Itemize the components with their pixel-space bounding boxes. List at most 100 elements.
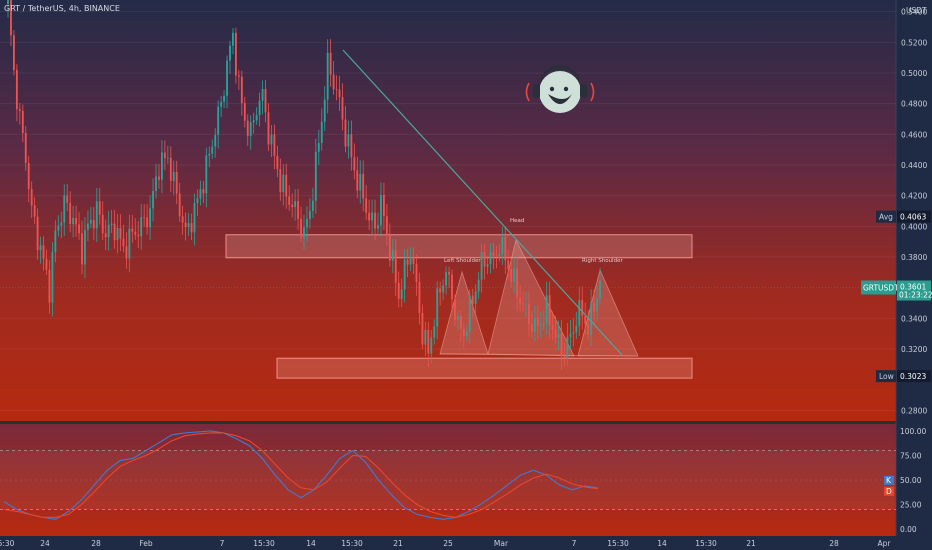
candle[interactable] [397,271,400,308]
candle[interactable] [143,204,146,227]
candle[interactable] [243,96,246,128]
candle[interactable] [383,182,385,230]
candle[interactable] [294,189,297,221]
candle[interactable] [66,184,69,212]
candle[interactable] [451,269,453,312]
candle[interactable] [300,206,302,243]
candle[interactable] [119,214,122,251]
candle[interactable] [107,211,110,251]
candle[interactable] [128,214,131,273]
candle[interactable] [199,180,202,206]
candle[interactable] [575,312,578,339]
candle[interactable] [599,268,601,305]
candle[interactable] [545,281,548,335]
candle[interactable] [332,61,335,95]
candle[interactable] [448,266,450,289]
candle[interactable] [415,254,418,296]
candle[interactable] [323,86,326,131]
monkey-headphones-logo-icon[interactable] [525,65,595,113]
candle[interactable] [155,163,157,199]
candle[interactable] [69,191,72,233]
candle[interactable] [356,156,359,199]
candle[interactable] [320,108,323,151]
candle[interactable] [486,255,489,275]
candle[interactable] [418,272,421,325]
candle[interactable] [442,279,445,301]
candle[interactable] [309,198,311,229]
candle[interactable] [122,224,125,253]
candle[interactable] [291,193,294,218]
candle[interactable] [459,310,462,343]
candle[interactable] [110,209,113,233]
candle[interactable] [329,39,332,87]
candle[interactable] [267,103,270,152]
candle[interactable] [557,320,560,351]
candle[interactable] [563,342,566,367]
candle[interactable] [516,256,519,312]
candle[interactable] [137,221,140,249]
candle[interactable] [297,189,299,230]
candle[interactable] [560,320,563,370]
support-zone[interactable] [276,357,693,379]
candle[interactable] [63,184,66,236]
candle[interactable] [471,288,474,318]
candle[interactable] [92,206,95,240]
candle[interactable] [477,272,480,299]
candle[interactable] [255,107,258,125]
candle[interactable] [377,212,379,234]
candle[interactable] [347,120,350,159]
candle[interactable] [385,204,388,246]
candle[interactable] [430,330,433,364]
candle[interactable] [36,208,39,260]
candle[interactable] [400,278,403,308]
candle[interactable] [548,281,551,339]
candle[interactable] [33,197,36,224]
candle[interactable] [368,199,371,230]
candle[interactable] [81,220,83,275]
candle[interactable] [279,158,282,201]
neckline[interactable] [439,353,639,357]
candle[interactable] [101,201,104,240]
candle[interactable] [445,266,447,295]
candle[interactable] [87,210,89,242]
candle[interactable] [501,226,504,265]
candle[interactable] [338,75,341,111]
candle[interactable] [566,322,569,367]
candle[interactable] [220,95,223,118]
candle[interactable] [531,311,533,339]
candle[interactable] [578,286,581,336]
candle[interactable] [237,69,240,90]
candle[interactable] [554,315,557,344]
candle[interactable] [229,40,231,75]
candle[interactable] [587,310,590,340]
candle[interactable] [181,205,184,235]
candle[interactable] [427,322,430,368]
candle[interactable] [261,80,264,115]
candle[interactable] [498,244,501,262]
candle[interactable] [7,0,9,18]
candle[interactable] [211,139,214,159]
candle[interactable] [457,311,459,331]
candle[interactable] [89,206,92,229]
candle[interactable] [131,214,134,243]
candle[interactable] [409,247,412,272]
candle[interactable] [533,304,536,342]
candle[interactable] [495,245,498,269]
candle[interactable] [208,146,211,168]
candle[interactable] [187,213,190,237]
candle[interactable] [30,181,33,219]
candle[interactable] [454,294,456,327]
candle[interactable] [264,80,267,123]
candle[interactable] [539,311,542,338]
candle[interactable] [519,285,521,313]
candle[interactable] [140,203,143,250]
candle[interactable] [584,302,587,336]
candle[interactable] [341,83,344,131]
candle[interactable] [98,187,101,225]
candle[interactable] [232,28,234,55]
candle[interactable] [362,160,365,212]
candle[interactable] [350,120,353,171]
candle[interactable] [492,243,495,270]
candle[interactable] [303,214,305,250]
candle[interactable] [205,147,208,208]
